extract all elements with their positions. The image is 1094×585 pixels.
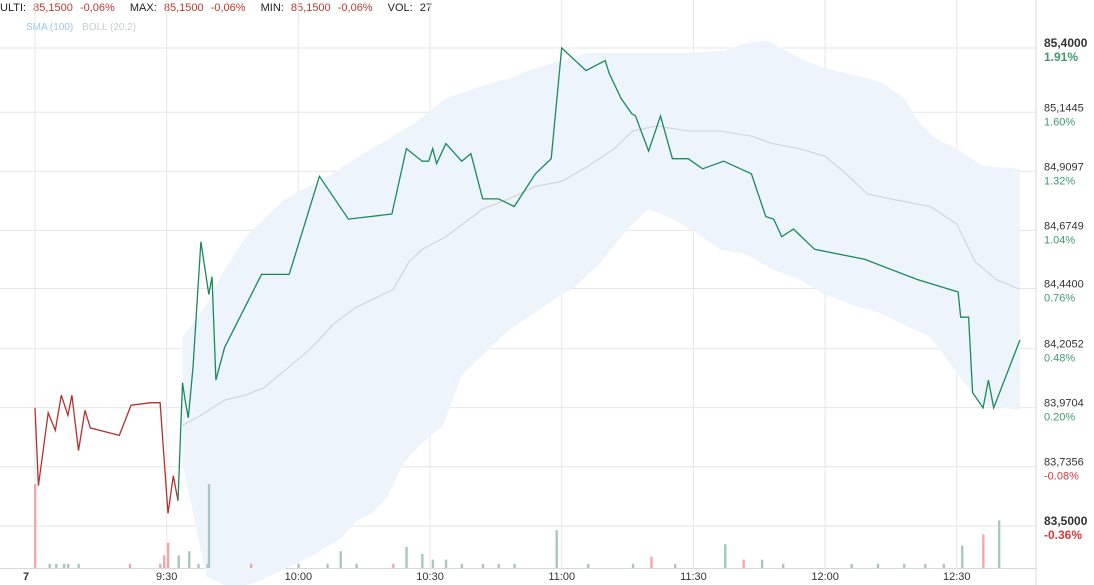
sma-line — [182, 125, 1021, 426]
volume-bar-5 — [77, 563, 80, 568]
volume-bar-32 — [650, 556, 653, 568]
min-change: -0,06% — [337, 2, 373, 14]
y-tick-label-3: 84,6749 — [1044, 220, 1084, 232]
x-axis: 7 9:30 10:00 10:30 11:00 11:30 12:00 12:30 — [23, 571, 971, 583]
volume-bar-12 — [197, 563, 200, 568]
volume-bar-40 — [903, 563, 906, 568]
y-tick-pct-1: 1.60% — [1044, 116, 1075, 128]
y-tick-label-2: 84,9097 — [1044, 161, 1084, 173]
volume-bar-38 — [850, 563, 853, 568]
band-area — [182, 40, 1020, 585]
x-tick-label-4: 11:30 — [680, 571, 707, 583]
y-tick-pct-2: 1.32% — [1044, 175, 1075, 187]
volume-bar-15 — [249, 563, 253, 568]
price-series-up — [177, 46, 1021, 501]
y-tick-label-4: 84,4400 — [1044, 279, 1084, 291]
volume-bar-13 — [206, 563, 209, 568]
volume-bar-31 — [631, 563, 635, 568]
volume-bar-14 — [207, 484, 211, 568]
volume-bar-17 — [326, 563, 329, 568]
volume-bar-1 — [48, 563, 51, 568]
volume-bar-37 — [781, 563, 785, 568]
volume-bar-10 — [177, 555, 180, 568]
y-tick-pct-7: -0.08% — [1044, 471, 1079, 483]
x-tick-label-2: 10:30 — [416, 571, 444, 583]
y-tick-label-1: 85,1445 — [1044, 102, 1084, 114]
y-tick-label-6: 83,9704 — [1044, 398, 1084, 410]
y-tick-label-7: 83,7356 — [1044, 457, 1084, 469]
volume-bar-16 — [297, 563, 300, 568]
y-tick-pct-5: 0.48% — [1044, 353, 1075, 365]
last-value: 85,1500 — [33, 2, 73, 14]
max-label: MAX: — [129, 2, 157, 14]
volume-bar-24 — [444, 559, 448, 568]
volume-bar-43 — [961, 545, 964, 568]
y-tick-label-0: 85,4000 — [1044, 36, 1088, 50]
min-label: MIN: — [260, 2, 284, 14]
x-tick-label-0: 9:30 — [156, 571, 177, 583]
price-series-down — [34, 394, 179, 514]
volume-bar-22 — [421, 554, 424, 568]
volume-bar-23 — [431, 559, 435, 568]
volume-bar-30 — [587, 563, 590, 568]
quote-header: ULTI: 85,1500 -0,06% MAX: 85,1500 -0,06%… — [0, 0, 1094, 16]
legend-sma[interactable]: SMA (100) — [26, 22, 74, 33]
max-change: -0,06% — [210, 2, 246, 14]
volume-bar-11 — [188, 551, 191, 568]
volume-bar-9 — [167, 542, 170, 568]
x-tick-label-5: 12:00 — [811, 571, 839, 583]
x-tick-label-6: 12:30 — [943, 571, 971, 583]
vol-value: 27 — [419, 2, 433, 14]
vol-label: VOL: — [387, 2, 413, 14]
max-value: 85,1500 — [163, 2, 204, 14]
x-tick-label-1: 10:00 — [285, 571, 313, 583]
price-line — [34, 46, 1021, 514]
volume-bar-41 — [924, 563, 927, 568]
volume-bar-7 — [159, 563, 162, 568]
y-tick-label-8: 83,5000 — [1044, 514, 1088, 528]
volume-bar-39 — [876, 563, 880, 568]
x-tick-label-3: 11:00 — [548, 571, 575, 583]
y-tick-pct-0: 1.91% — [1044, 50, 1078, 64]
volume-bar-34 — [724, 544, 727, 568]
legend-boll[interactable]: BOLL (20,2) — [82, 22, 137, 33]
volume-bar-6 — [128, 563, 132, 568]
volume-bar-44 — [982, 534, 985, 568]
volume-bars — [34, 484, 1001, 568]
volume-bar-33 — [673, 563, 677, 568]
min-value: 85,1500 — [290, 2, 331, 14]
volume-bar-28 — [513, 563, 516, 568]
y-tick-label-5: 84,2052 — [1044, 339, 1084, 351]
volume-bar-20 — [392, 563, 395, 568]
y-tick-pct-6: 0.20% — [1044, 412, 1075, 424]
bollinger-band — [182, 40, 1020, 585]
last-label: ULTI: — [0, 2, 27, 14]
volume-bar-21 — [405, 547, 408, 568]
volume-bar-42 — [942, 563, 946, 568]
volume-bar-3 — [62, 563, 66, 568]
indicator-legend[interactable]: SMA (100) BOLL (20,2) — [26, 22, 136, 33]
sma-series — [182, 125, 1021, 426]
last-change: -0,06% — [79, 2, 115, 14]
volume-bar-2 — [55, 563, 58, 568]
volume-bar-45 — [997, 520, 1001, 568]
volume-bar-19 — [355, 563, 358, 568]
volume-bar-25 — [460, 563, 464, 568]
volume-bar-8 — [163, 555, 166, 568]
volume-bar-4 — [66, 563, 70, 568]
volume-bar-36 — [760, 559, 764, 568]
y-tick-pct-3: 1.04% — [1044, 234, 1075, 246]
volume-bar-26 — [481, 563, 485, 568]
y-tick-pct-4: 0.76% — [1044, 293, 1075, 305]
volume-bar-0 — [34, 484, 37, 568]
volume-bar-35 — [742, 559, 745, 568]
volume-bar-27 — [497, 563, 500, 568]
y-tick-pct-8: -0.36% — [1044, 528, 1082, 542]
x-start-label: 7 — [23, 571, 29, 583]
volume-bar-18 — [339, 551, 342, 568]
volume-bar-29 — [555, 530, 558, 568]
